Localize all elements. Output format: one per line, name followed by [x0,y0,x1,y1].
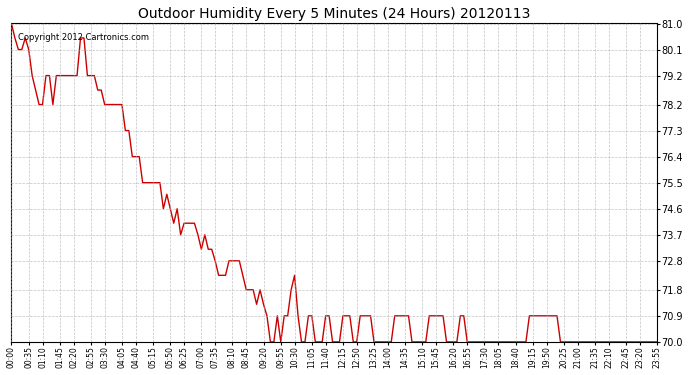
Title: Outdoor Humidity Every 5 Minutes (24 Hours) 20120113: Outdoor Humidity Every 5 Minutes (24 Hou… [138,7,531,21]
Text: Copyright 2012 Cartronics.com: Copyright 2012 Cartronics.com [18,33,149,42]
